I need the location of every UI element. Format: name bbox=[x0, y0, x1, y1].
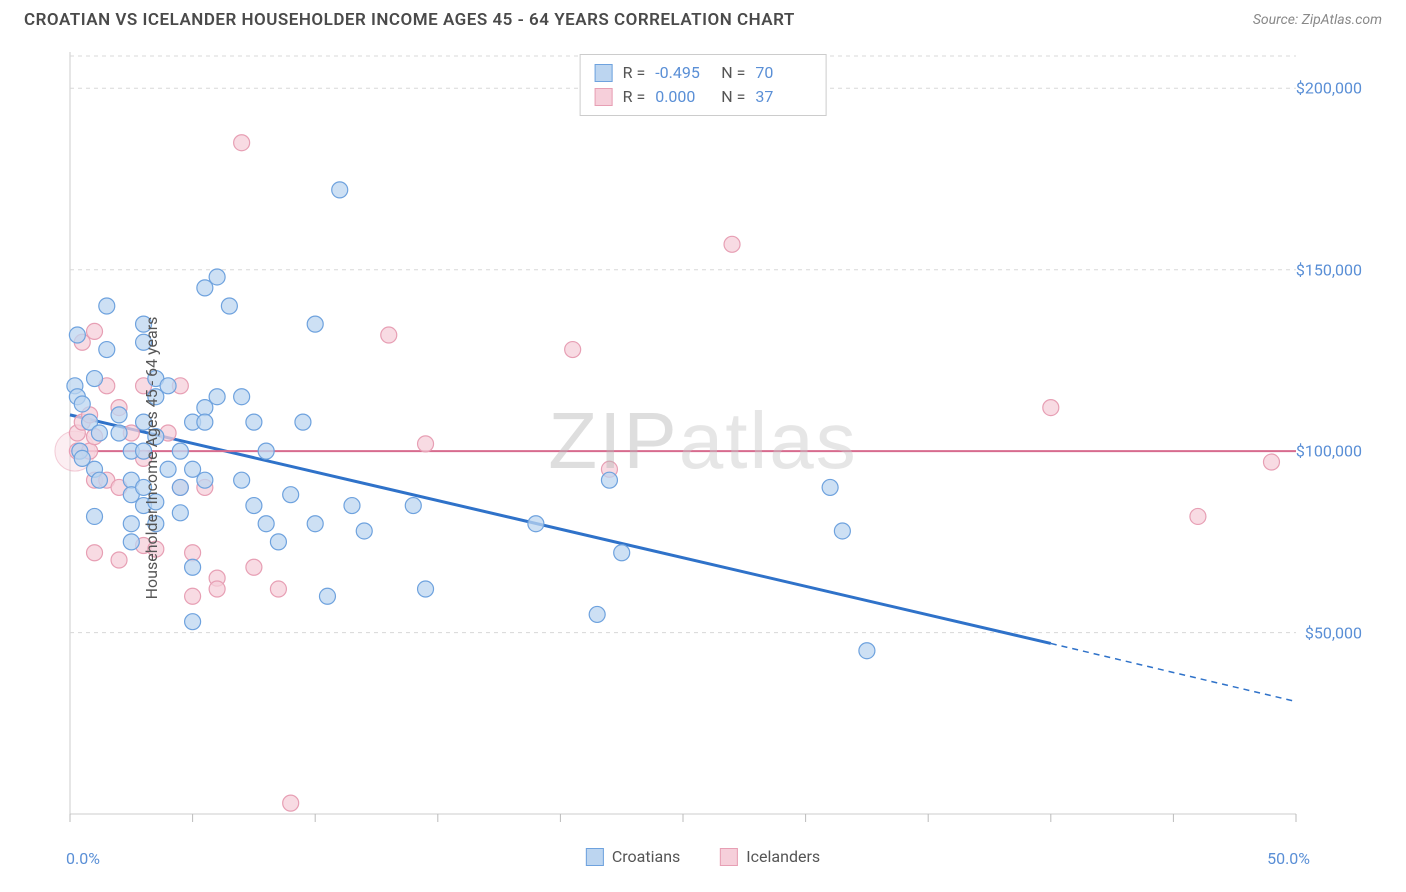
swatch-icon bbox=[595, 88, 613, 106]
legend-item-croatians: Croatians bbox=[586, 847, 680, 866]
y-tick-label: $100,000 bbox=[1296, 442, 1362, 461]
legend-r-label: R = bbox=[623, 61, 646, 85]
swatch-icon bbox=[720, 848, 738, 866]
y-tick-label: $150,000 bbox=[1296, 260, 1362, 279]
correlation-legend: R = -0.495 N = 70 R = 0.000 N = 37 bbox=[580, 54, 827, 116]
x-axis-max-label: 50.0% bbox=[1267, 849, 1310, 868]
scatter-plot bbox=[20, 44, 1386, 872]
chart-area: Householder Income Ages 45 - 64 years ZI… bbox=[20, 44, 1386, 872]
x-axis-min-label: 0.0% bbox=[66, 849, 100, 868]
legend-item-icelanders: Icelanders bbox=[720, 847, 820, 866]
y-tick-label: $50,000 bbox=[1305, 623, 1362, 642]
legend-r-value: -0.495 bbox=[655, 61, 711, 85]
legend-label: Icelanders bbox=[746, 847, 820, 866]
legend-row-icelanders: R = 0.000 N = 37 bbox=[595, 85, 812, 109]
series-legend: Croatians Icelanders bbox=[586, 847, 820, 866]
legend-n-label: N = bbox=[721, 85, 745, 109]
legend-n-value: 37 bbox=[755, 85, 811, 109]
legend-r-value: 0.000 bbox=[655, 85, 711, 109]
legend-n-value: 70 bbox=[755, 61, 811, 85]
swatch-icon bbox=[586, 848, 604, 866]
chart-title: CROATIAN VS ICELANDER HOUSEHOLDER INCOME… bbox=[24, 10, 795, 30]
swatch-icon bbox=[595, 64, 613, 82]
y-axis-label: Householder Income Ages 45 - 64 years bbox=[142, 317, 161, 600]
legend-n-label: N = bbox=[721, 61, 745, 85]
legend-label: Croatians bbox=[612, 847, 680, 866]
legend-row-croatians: R = -0.495 N = 70 bbox=[595, 61, 812, 85]
source-attribution: Source: ZipAtlas.com bbox=[1253, 12, 1382, 28]
legend-r-label: R = bbox=[623, 85, 646, 109]
y-tick-label: $200,000 bbox=[1296, 79, 1362, 98]
